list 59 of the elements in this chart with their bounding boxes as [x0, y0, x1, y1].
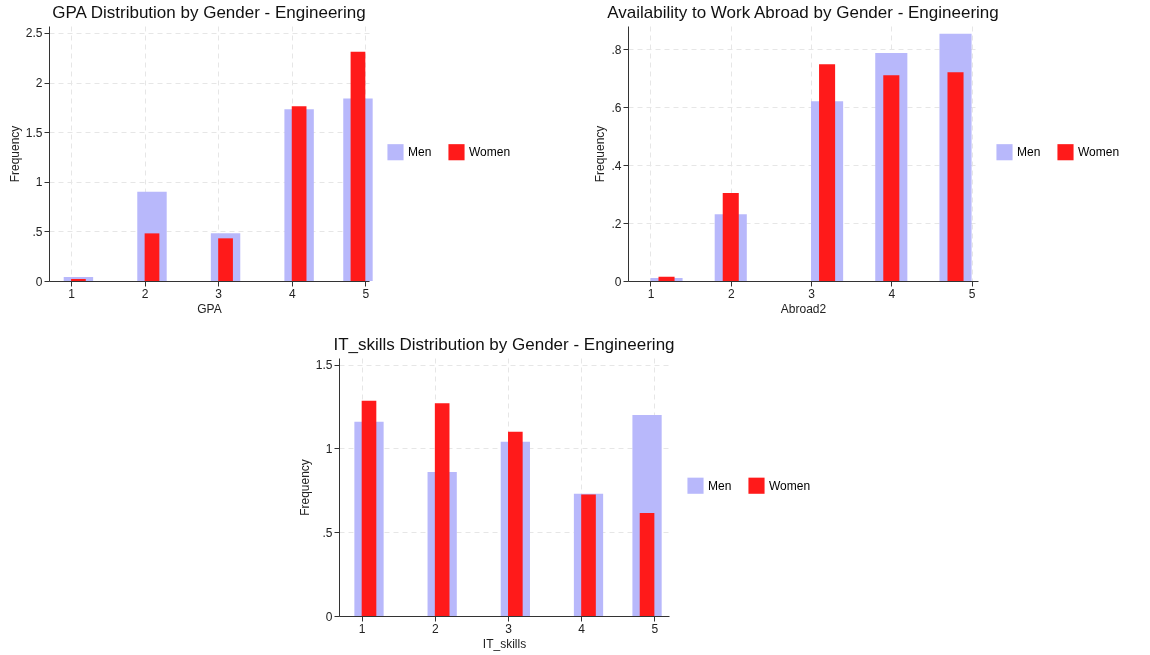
- y-axis-title: Frequency: [593, 125, 608, 183]
- bar: [639, 512, 655, 616]
- bar: [581, 494, 596, 616]
- y-axis-title: Frequency: [7, 125, 22, 183]
- x-tick-label: 5: [362, 286, 370, 301]
- y-tick-label: .5: [32, 224, 43, 239]
- x-tick-label: 3: [505, 621, 513, 636]
- x-tick-label: 5: [651, 621, 659, 636]
- bar: [947, 72, 964, 281]
- legend-label: Women: [1078, 145, 1120, 160]
- x-tick-label: 2: [432, 621, 440, 636]
- x-axis-title: IT_skills: [482, 636, 527, 651]
- y-tick-label: .2: [611, 216, 622, 231]
- x-tick-label: 1: [647, 286, 655, 301]
- y-tick-label: 0: [614, 274, 622, 289]
- chart-title: GPA Distribution by Gender - Engineering: [52, 3, 366, 22]
- chart-title: Availability to Work Abroad by Gender - Engineering: [607, 3, 999, 22]
- y-tick-label: 1.5: [315, 358, 333, 373]
- x-tick-label: 4: [288, 286, 296, 301]
- y-tick-label: .8: [611, 42, 622, 57]
- x-tick-label: 5: [968, 286, 976, 301]
- x-tick-label: 2: [727, 286, 735, 301]
- bar: [350, 51, 366, 281]
- legend-label: Women: [469, 145, 511, 160]
- x-tick-label: 2: [141, 286, 149, 301]
- x-tick-label: 1: [68, 286, 76, 301]
- chart-title: IT_skills Distribution by Gender - Engineering: [333, 335, 675, 354]
- y-tick-label: 1.5: [25, 125, 43, 140]
- y-tick-label: 1: [35, 175, 43, 190]
- y-tick-label: .6: [611, 100, 622, 115]
- x-tick-label: 4: [888, 286, 896, 301]
- bar: [291, 106, 307, 281]
- y-tick-label: .4: [611, 158, 622, 173]
- legend-label: Men: [408, 145, 432, 160]
- bar: [883, 75, 900, 281]
- bar: [144, 233, 160, 281]
- x-tick-label: 1: [358, 621, 366, 636]
- bar: [819, 64, 836, 281]
- x-tick-label: 3: [215, 286, 223, 301]
- x-tick-label: 4: [578, 621, 586, 636]
- bar: [658, 276, 675, 281]
- x-axis-title: Abroad2: [780, 301, 827, 316]
- bar: [508, 431, 523, 616]
- y-tick-label: 2.5: [25, 26, 43, 41]
- y-tick-label: 1: [325, 441, 333, 456]
- bar: [434, 403, 450, 616]
- bar: [722, 192, 739, 281]
- legend-label: Men: [708, 478, 732, 493]
- legend-label: Men: [1017, 145, 1041, 160]
- y-axis-title: Frequency: [297, 459, 312, 516]
- bar: [218, 238, 233, 281]
- legend-label: Women: [769, 478, 811, 493]
- x-axis-title: GPA: [197, 301, 222, 316]
- y-tick-label: 0: [325, 609, 333, 624]
- x-tick-label: 3: [808, 286, 816, 301]
- y-tick-label: .5: [322, 525, 333, 540]
- bar: [361, 400, 377, 616]
- y-tick-label: 2: [35, 76, 43, 91]
- y-tick-label: 0: [35, 274, 43, 289]
